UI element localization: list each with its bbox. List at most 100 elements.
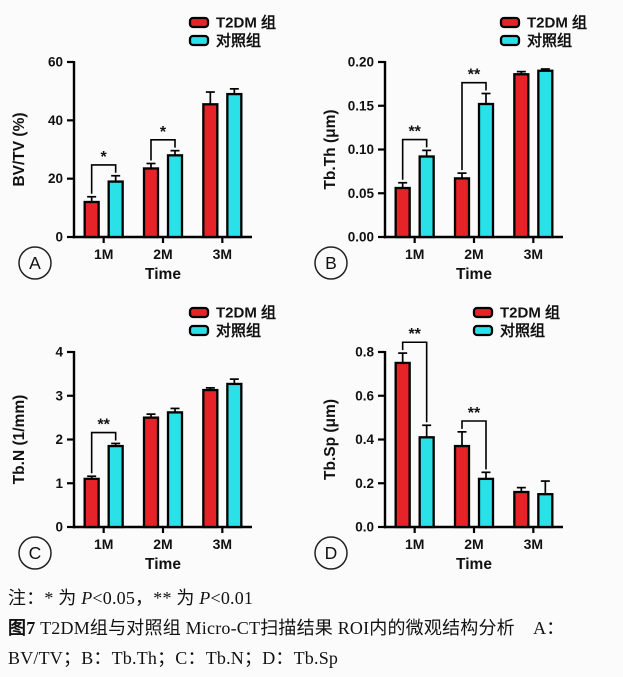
caption-text-segment: <0.05，** 为	[92, 588, 200, 608]
figure-caption: 图7 T2DM组与对照组 Micro-CT扫描结果 ROI内的微观结构分析 A：…	[8, 613, 615, 673]
panel-letter: D	[325, 543, 338, 563]
y-tick-label: 0	[55, 520, 63, 535]
caption-text-segment: <0.01	[210, 588, 254, 608]
x-tick-label: 1M	[94, 536, 113, 552]
legend-label: T2DM 组	[216, 14, 276, 32]
y-tick-label: 0.0	[355, 520, 374, 535]
caption-block: 注：* 为 P<0.05，** 为 P<0.01 图7 T2DM组与对照组 Mi…	[0, 580, 623, 673]
bar-t2dm	[83, 200, 100, 239]
y-axis-title: Tb.Sp (μm)	[322, 399, 339, 480]
y-tick-label: 0.6	[355, 388, 374, 403]
x-tick-label: 2M	[153, 246, 172, 262]
x-axis-title: Time	[145, 556, 181, 573]
bar-control	[537, 69, 554, 239]
sig-bracket	[461, 81, 487, 171]
x-tick-label: 2M	[153, 536, 172, 552]
legend-swatch-control	[499, 34, 521, 47]
x-axis-title: Time	[456, 266, 492, 283]
caption-text-segment: T2DM组与对照组 Micro-CT扫描结果 ROI内的微观结构分析 A：BV/…	[8, 618, 565, 668]
panel-letter: A	[29, 253, 41, 273]
caption-text-segment: P	[81, 588, 93, 608]
y-axis-title: BV/TV (%)	[11, 112, 28, 186]
bar-t2dm	[453, 177, 471, 239]
sig-bracket	[401, 138, 428, 180]
sig-bracket	[401, 341, 428, 423]
x-axis-title: Time	[145, 266, 181, 283]
sig-stars: *	[101, 149, 108, 166]
bar-control	[418, 436, 435, 529]
sig-bracket	[90, 164, 117, 194]
y-tick-label: 0.05	[348, 186, 375, 201]
bar-t2dm	[202, 103, 219, 239]
y-tick-label: 0.8	[355, 345, 374, 360]
legend-label: 对照组	[527, 32, 572, 50]
bar-control	[537, 493, 554, 529]
x-tick-label: 1M	[405, 536, 424, 552]
legend-swatch-control	[472, 324, 494, 337]
y-tick-label: 0.20	[348, 55, 374, 70]
y-tick-label: 0.2	[355, 476, 374, 491]
legend-label: T2DM 组	[500, 304, 560, 322]
sig-bracket	[90, 431, 117, 474]
y-tick-label: 2	[55, 432, 63, 447]
bar-t2dm	[142, 167, 160, 239]
sig-stars: *	[160, 124, 167, 141]
x-tick-label: 1M	[94, 246, 113, 262]
y-tick-label: 40	[48, 113, 63, 128]
bar-control	[226, 92, 243, 239]
legend-label: 对照组	[216, 32, 261, 50]
x-tick-label: 2M	[464, 246, 483, 262]
bar-control	[107, 180, 124, 239]
panel-letter-circle	[314, 246, 348, 280]
y-tick-label: 3	[55, 388, 63, 403]
y-tick-label: 0.15	[348, 98, 375, 113]
legend-label: 对照组	[216, 322, 261, 340]
bar-control	[226, 382, 243, 529]
panel-letter: C	[29, 543, 42, 563]
bar-t2dm	[453, 444, 471, 529]
bar-control	[477, 102, 495, 239]
bar-t2dm	[513, 490, 530, 529]
legend-label: T2DM 组	[527, 14, 587, 32]
x-tick-label: 1M	[405, 246, 424, 262]
y-axis-title: Tb.Th (μm)	[322, 109, 339, 189]
caption-text-segment: 图7	[8, 618, 36, 638]
sig-stars: **	[468, 405, 481, 422]
sig-bracket	[461, 420, 487, 470]
panel-letter-circle	[18, 246, 52, 280]
sig-stars: **	[97, 417, 110, 434]
panel-B: 0.00 0.05 0.10 0.15 0.20 Tb.Th (μm) 1M 2M 3M Time…	[314, 14, 587, 283]
legend-label: 对照组	[500, 322, 545, 340]
y-tick-label: 0.00	[348, 230, 374, 245]
y-tick-label: 20	[48, 171, 63, 186]
bar-t2dm	[142, 416, 160, 529]
sig-bracket	[150, 139, 176, 161]
y-tick-label: 1	[55, 476, 63, 491]
panel-letter: B	[325, 253, 337, 273]
significance-note: 注：* 为 P<0.05，** 为 P<0.01	[8, 583, 615, 613]
legend-swatch-t2dm	[188, 306, 210, 319]
x-axis-title: Time	[456, 556, 492, 573]
bar-t2dm	[513, 73, 530, 239]
x-tick-label: 3M	[213, 536, 232, 552]
legend-swatch-t2dm	[499, 16, 521, 29]
legend-label: T2DM 组	[216, 304, 276, 322]
bar-control	[477, 477, 495, 529]
bar-control	[418, 155, 435, 239]
bar-control	[166, 154, 184, 239]
legend-swatch-control	[188, 34, 210, 47]
y-tick-label: 0.4	[355, 432, 374, 447]
x-tick-label: 3M	[524, 536, 543, 552]
x-tick-label: 3M	[524, 246, 543, 262]
sig-stars: **	[408, 326, 421, 343]
bar-t2dm	[83, 477, 100, 529]
bar-t2dm	[202, 388, 219, 529]
y-axis-title: Tb.N (1/mm)	[11, 395, 28, 485]
bar-t2dm	[394, 361, 411, 529]
figure-panels: 0 20 40 60 BV/TV (%) 1M 2M 3M Time * * T2DM 组对照组 A 0.…	[11, 14, 587, 574]
sig-stars: **	[468, 67, 481, 84]
caption-text-segment: 注：* 为	[8, 588, 82, 608]
